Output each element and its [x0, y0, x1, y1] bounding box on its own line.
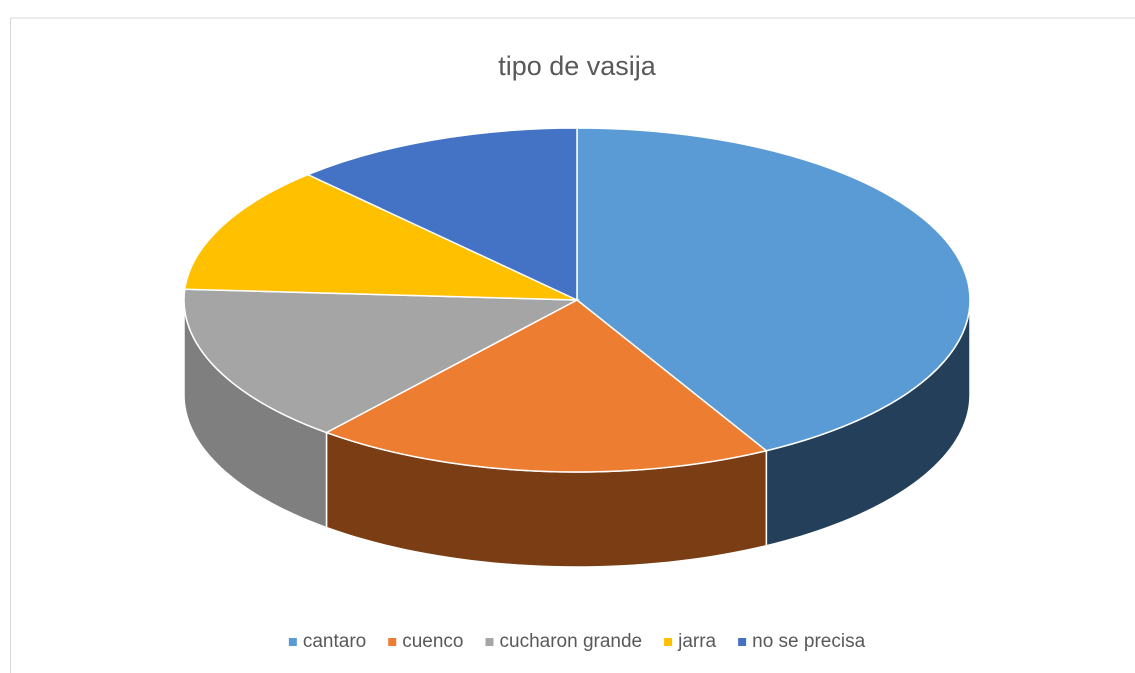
pie-slice: [183, 288, 580, 434]
legend-label: jarra: [677, 631, 716, 652]
chart-title: tipo de vasija: [498, 51, 657, 81]
legend-label: no se precisa: [752, 631, 865, 652]
legend-label: cucharon grande: [500, 631, 643, 652]
pie-sides: [183, 299, 971, 568]
legend-swatch: [664, 638, 673, 646]
legend-label: cuenco: [402, 631, 463, 652]
pie-slice: [576, 127, 971, 452]
legend-label: cantaro: [303, 631, 366, 652]
pie-tops: [183, 127, 971, 473]
legend-swatch: [738, 638, 747, 646]
legend: cantaro cuenco cucharon grande jarra no se p…: [288, 631, 866, 652]
pie-slice: [324, 299, 768, 473]
legend-swatch: [388, 638, 397, 646]
legend-swatch: [288, 638, 297, 646]
pie-slice: [306, 127, 578, 302]
legend-swatch: [485, 638, 494, 646]
pie-slice: [183, 173, 578, 301]
